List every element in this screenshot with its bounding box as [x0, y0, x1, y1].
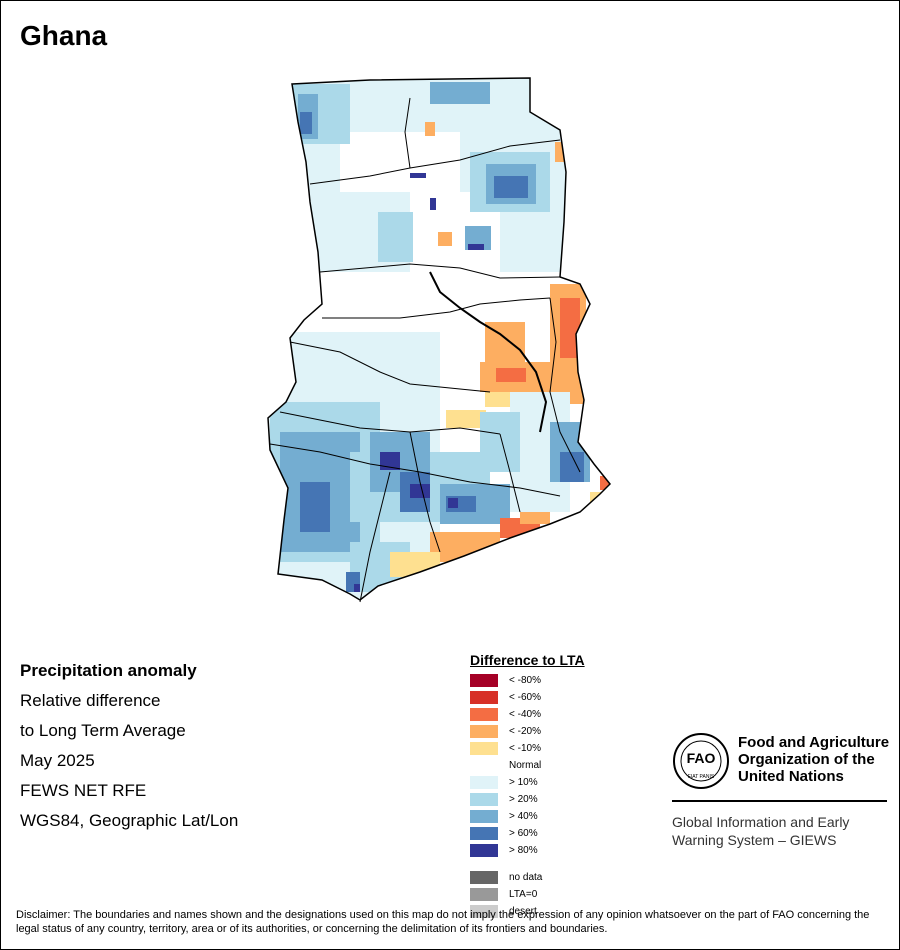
legend-class-swatch	[470, 674, 498, 687]
legend-extra-row: no data	[470, 870, 585, 887]
legend-class-swatch	[470, 725, 498, 738]
legend-class-row: > 10%	[470, 775, 585, 792]
legend-class-row: > 80%	[470, 843, 585, 860]
legend-class-label: > 80%	[509, 845, 538, 856]
legend-class-row: > 20%	[470, 792, 585, 809]
legend-class-label: > 10%	[509, 777, 538, 788]
giews-label: Global Information and Early Warning Sys…	[672, 813, 887, 849]
fao-motto: FIAT PANIS	[688, 774, 715, 780]
legend-class-label: < -20%	[509, 726, 541, 737]
legend-class-swatch	[470, 844, 498, 857]
disclaimer: Disclaimer: The boundaries and names sho…	[16, 909, 870, 935]
legend-class-label: > 20%	[509, 794, 538, 805]
legend-extra-label: no data	[509, 872, 543, 883]
info-period: May 2025	[20, 751, 95, 770]
legend-extra-row: LTA=0	[470, 887, 585, 904]
legend-class-label: > 60%	[509, 828, 538, 839]
legend-class-row: < -20%	[470, 724, 585, 741]
ghana-anomaly-map	[267, 77, 612, 603]
legend-class-row: > 60%	[470, 826, 585, 843]
legend-class-swatch	[470, 827, 498, 840]
giews-line1: Global Information and Early	[672, 814, 850, 830]
info-heading: Precipitation anomaly	[20, 661, 197, 680]
legend-title: Difference to LTA	[470, 652, 585, 668]
legend-class-row: Normal	[470, 758, 585, 775]
legend-extra-row: desert	[470, 904, 585, 921]
legend-class-swatch	[470, 708, 498, 721]
map-info-block: Precipitation anomaly Relative differenc…	[20, 656, 238, 836]
legend-extra-swatch	[470, 905, 498, 918]
legend-class-row: > 40%	[470, 809, 585, 826]
map-boundaries	[267, 77, 612, 603]
legend-class-label: < -80%	[509, 675, 541, 686]
fao-org-name: Food and Agriculture Organization of the…	[738, 734, 900, 785]
legend-extra-swatch	[470, 871, 498, 884]
info-line1: Relative difference	[20, 691, 161, 710]
info-projection: WGS84, Geographic Lat/Lon	[20, 811, 239, 830]
fao-logo: FAO FIAT PANIS Food and Agriculture Orga…	[672, 732, 889, 795]
logo-divider	[672, 800, 887, 802]
legend-class-row: < -80%	[470, 673, 585, 690]
legend-class-label: < -10%	[509, 743, 541, 754]
legend-class-swatch	[470, 691, 498, 704]
fao-org-line2: Organization of the	[738, 751, 875, 768]
legend-extra-swatch	[470, 888, 498, 901]
fao-org-line3: United Nations	[738, 768, 844, 785]
anomaly-raster	[268, 78, 610, 600]
fao-emblem-icon: FAO FIAT PANIS	[673, 733, 729, 789]
legend-class-label: > 40%	[509, 811, 538, 822]
legend-extra-label: desert	[509, 906, 537, 917]
info-source: FEWS NET RFE	[20, 781, 147, 800]
info-line2: to Long Term Average	[20, 721, 186, 740]
legend-extra: no data LTA=0 desert	[470, 870, 585, 921]
legend-class-swatch	[470, 742, 498, 755]
legend-extra-label: LTA=0	[509, 889, 538, 900]
legend-class-swatch	[470, 776, 498, 789]
fao-letters: FAO	[687, 750, 716, 766]
map-title: Ghana	[20, 20, 108, 51]
legend-class-row: < -60%	[470, 690, 585, 707]
legend-class-swatch	[470, 793, 498, 806]
giews-line2: Warning System – GIEWS	[672, 832, 837, 848]
legend-class-row: < -40%	[470, 707, 585, 724]
legend-class-swatch	[470, 810, 498, 823]
legend-class-label: Normal	[509, 760, 542, 771]
legend-class-label: < -40%	[509, 709, 541, 720]
fao-org-line1: Food and Agriculture	[738, 734, 890, 751]
legend-class-label: < -60%	[509, 692, 541, 703]
legend: Difference to LTA < -80% < -60% < -40% < -2…	[470, 652, 585, 921]
legend-classes: < -80% < -60% < -40% < -20% < -10% Normal > 10…	[470, 673, 585, 860]
legend-class-row: < -10%	[470, 741, 585, 758]
